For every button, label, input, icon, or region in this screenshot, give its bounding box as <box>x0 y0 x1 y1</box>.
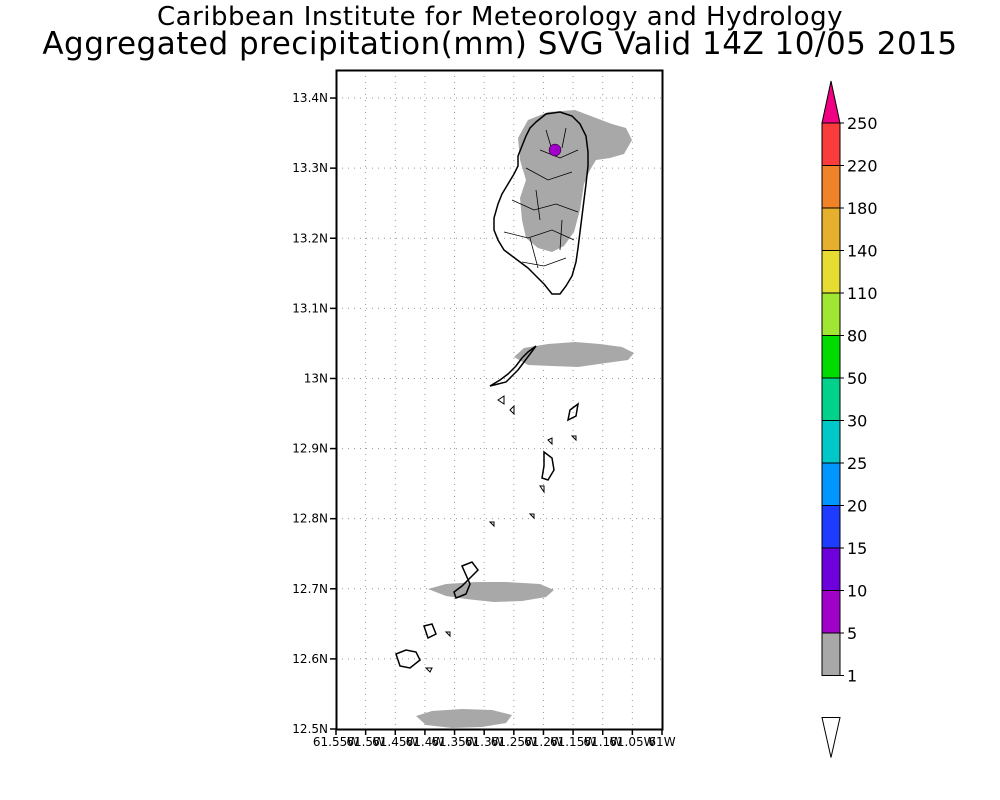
lon-tick-label: 61.55W <box>313 735 359 749</box>
colorbar-swatch <box>821 207 841 251</box>
lat-tick-label: 13.1N <box>292 301 328 315</box>
coastlines <box>395 111 589 673</box>
lon-tick-label: 61.1W <box>583 735 622 749</box>
lon-axis: 61.55W61.5W61.45W61.4W61.35W61.3W61.25W6… <box>313 729 676 749</box>
map-title: Aggregated precipitation(mm) SVG Valid 1… <box>42 26 958 62</box>
lon-tick-label: 61.05W <box>609 735 655 749</box>
lon-tick-label: 61W <box>648 735 675 749</box>
colorbar-label: 20 <box>847 497 867 516</box>
colorbar-over-triangle <box>821 80 841 124</box>
precip-area-south <box>416 709 512 728</box>
colorbar-swatch <box>821 547 841 591</box>
lon-tick-label: 61.2W <box>524 735 563 749</box>
lat-tick-label: 12.5N <box>292 722 328 736</box>
colorbar-swatch <box>821 165 841 209</box>
map-frame <box>335 69 664 731</box>
colorbar-label: 110 <box>847 284 878 303</box>
canouan-coast <box>541 450 555 481</box>
colorbar-swatch <box>821 377 841 421</box>
carriacou-coast <box>423 623 437 640</box>
lat-tick-label: 12.9N <box>292 442 328 456</box>
lat-tick-label: 12.7N <box>292 582 328 596</box>
st-vincent-interior <box>503 127 579 269</box>
grenadine-south-coast <box>395 649 421 669</box>
colorbar-swatch <box>821 335 841 379</box>
precip-area-union <box>428 582 554 602</box>
colorbar-label: 5 <box>847 624 857 643</box>
colorbar-label: 220 <box>847 157 878 176</box>
lat-tick-label: 13.4N <box>292 91 328 105</box>
lon-tick-label: 61.3W <box>465 735 504 749</box>
colorbar-swatch <box>821 590 841 634</box>
precip-area-bequia <box>514 342 634 367</box>
union-coast <box>453 561 479 599</box>
colorbar-label: 80 <box>847 327 867 346</box>
colorbar-label: 50 <box>847 369 867 388</box>
precip-shading-1mm <box>416 110 634 728</box>
lon-tick-label: 61.45W <box>372 735 418 749</box>
st-vincent-coast <box>493 111 589 295</box>
colorbar-label: 25 <box>847 454 867 473</box>
lat-tick-label: 13.3N <box>292 161 328 175</box>
lat-axis: 13.4N 13.3N 13.2N 13.1N 13N 12.9N 12.8N 12.7N 12… <box>292 91 336 736</box>
lon-tick-label: 61.4W <box>406 735 445 749</box>
lon-tick-label: 61.15W <box>550 735 596 749</box>
colorbar-swatch <box>821 505 841 549</box>
bequia-coast <box>489 345 537 387</box>
colorbar-under-triangle <box>821 717 841 758</box>
colorbar-swatch <box>821 462 841 506</box>
colorbar-label: 180 <box>847 199 878 218</box>
institute-title: Caribbean Institute for Meteorology and … <box>157 2 843 32</box>
islets <box>424 395 577 673</box>
lat-tick-label: 12.6N <box>292 652 328 666</box>
lat-tick-label: 13N <box>304 371 328 385</box>
colorbar-label: 140 <box>847 242 878 261</box>
lon-tick-label: 61.25W <box>491 735 537 749</box>
colorbar-label: 250 <box>847 114 878 133</box>
colorbar-label: 1 <box>847 667 857 686</box>
colorbar-swatch <box>821 122 841 166</box>
mustique-coast <box>566 402 580 422</box>
precip-area-5-10mm <box>548 143 562 157</box>
precip-area-north <box>518 110 632 252</box>
colorbar-swatch <box>821 420 841 464</box>
lon-tick-label: 61.5W <box>346 735 385 749</box>
colorbar-swatch <box>821 250 841 294</box>
colorbar-swatch <box>821 292 841 336</box>
colorbar-label: 30 <box>847 412 867 431</box>
colorbar-label: 10 <box>847 582 867 601</box>
lat-tick-label: 12.8N <box>292 512 328 526</box>
colorbar-swatch <box>821 632 841 676</box>
lon-tick-label: 61.35W <box>431 735 477 749</box>
colorbar-label: 15 <box>847 539 867 558</box>
lat-tick-label: 13.2N <box>292 231 328 245</box>
